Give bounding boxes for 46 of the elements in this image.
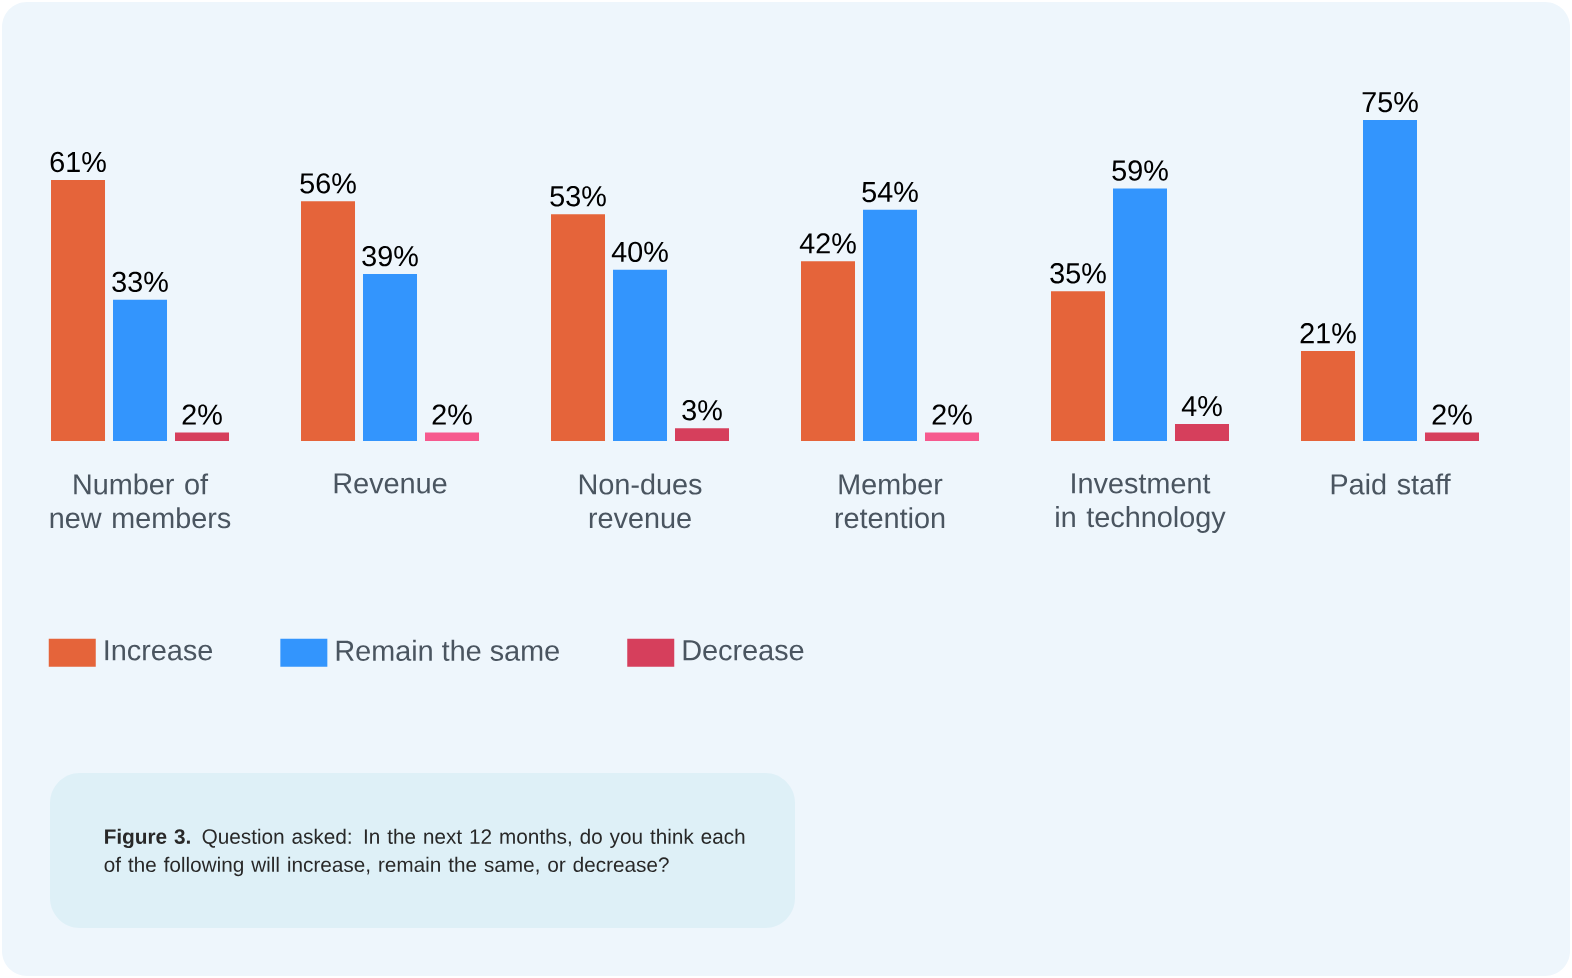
bar: [363, 274, 418, 441]
data-label: 35%: [1050, 263, 1106, 284]
bar: [925, 432, 979, 441]
text: Figure 3. Question asked: In the next 12 months, do you think each of the following will increase, remain the same, or decrease?: [104, 828, 745, 877]
data-label: 59%: [1112, 160, 1168, 181]
data-label: 61%: [50, 151, 106, 173]
bar: [613, 269, 668, 441]
bar: [51, 179, 106, 441]
x-tick-label: Paid staff: [1331, 473, 1451, 495]
bar: [863, 209, 918, 441]
data-label: 2%: [1432, 404, 1472, 425]
x-tick-label: Member retention: [835, 473, 945, 529]
data-label: 53%: [550, 186, 606, 207]
bar: [425, 432, 480, 441]
data-label: 40%: [611, 241, 668, 263]
data-label: 3%: [682, 400, 722, 421]
data-label: 2%: [432, 404, 472, 425]
legend-label: Remain the same: [336, 639, 559, 661]
data-label: 39%: [362, 245, 418, 267]
bar: [1424, 432, 1479, 441]
bar: [551, 214, 606, 441]
data-label: 56%: [300, 173, 356, 194]
bar: [1051, 291, 1105, 441]
data-label: 54%: [862, 181, 918, 203]
x-tick-label: Number of new members: [50, 473, 231, 529]
data-label: 42%: [799, 233, 856, 254]
data-label: 4%: [1181, 395, 1222, 417]
bar: [1113, 188, 1167, 441]
x-tick-label: Revenue: [334, 473, 447, 494]
data-label: 21%: [1300, 323, 1356, 344]
data-label: 75%: [1362, 91, 1418, 113]
x-tick-label: Investment in technology: [1056, 473, 1226, 533]
legend-label: Increase: [105, 640, 213, 661]
bar: [1301, 351, 1355, 441]
bar: [1363, 120, 1417, 441]
data-label: 33%: [112, 271, 168, 293]
bar: [675, 428, 729, 441]
data-label: 2%: [182, 404, 222, 425]
x-tick-label: Non-dues revenue: [579, 473, 702, 529]
bar: [113, 299, 168, 441]
bar: [1175, 423, 1229, 441]
legend-label: Decrease: [683, 640, 804, 661]
bar: [801, 261, 856, 441]
data-label: 2%: [932, 404, 972, 425]
bar: [301, 201, 356, 441]
bar: [175, 432, 230, 441]
